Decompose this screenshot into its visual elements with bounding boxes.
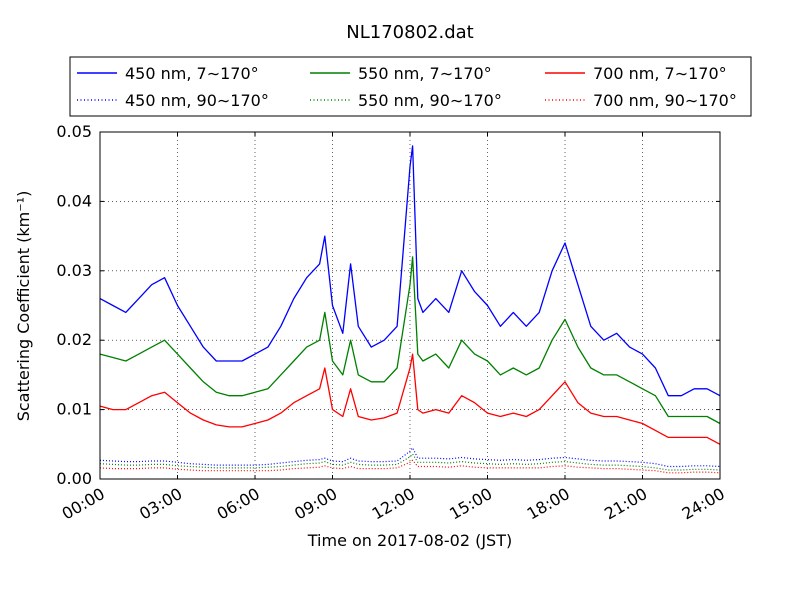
x-axis-label: Time on 2017-08-02 (JST) xyxy=(307,531,512,550)
legend-label-0: 450 nm, 7∼170° xyxy=(125,64,259,83)
series-line-3 xyxy=(99,447,721,468)
y-tick-label: 0.05 xyxy=(56,122,92,141)
y-tick-label: 0.03 xyxy=(56,261,92,280)
legend-label-5: 700 nm, 90∼170° xyxy=(593,91,737,110)
series-line-0 xyxy=(99,145,721,397)
series-line-5 xyxy=(99,459,721,474)
y-tick-label: 0.02 xyxy=(56,330,92,349)
y-tick-label: 0.00 xyxy=(56,469,92,488)
y-tick-label: 0.01 xyxy=(56,400,92,419)
legend-label-2: 700 nm, 7∼170° xyxy=(593,64,727,83)
chart-title: NL170802.dat xyxy=(346,22,473,43)
y-axis-label: Scattering Coefficient (km⁻¹) xyxy=(14,191,33,422)
series-line-1 xyxy=(99,256,721,425)
legend: 450 nm, 7∼170° 550 nm, 7∼170° 700 nm, 7∼17… xyxy=(69,56,752,117)
legend-label-3: 450 nm, 90∼170° xyxy=(125,91,269,110)
y-tick-label: 0.04 xyxy=(56,191,92,210)
legend-frame xyxy=(69,56,752,117)
series-line-2 xyxy=(99,353,721,445)
legend-label-1: 550 nm, 7∼170° xyxy=(358,64,492,83)
legend-label-4: 550 nm, 90∼170° xyxy=(358,91,502,110)
